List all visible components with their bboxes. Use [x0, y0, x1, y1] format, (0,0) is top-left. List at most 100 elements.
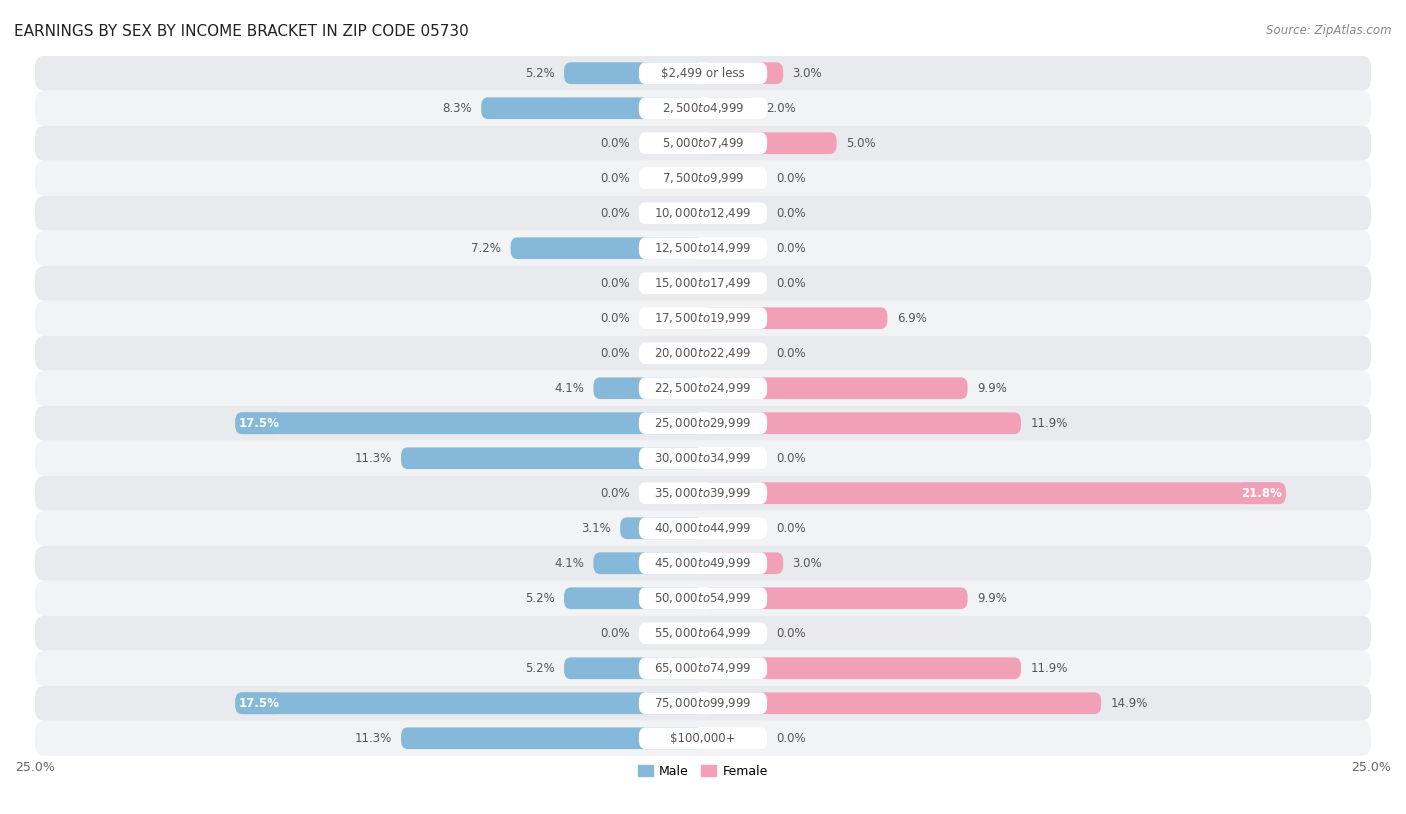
- Text: 21.8%: 21.8%: [1241, 487, 1282, 500]
- Legend: Male, Female: Male, Female: [638, 764, 768, 777]
- FancyBboxPatch shape: [638, 378, 768, 399]
- FancyBboxPatch shape: [235, 413, 703, 434]
- FancyBboxPatch shape: [35, 230, 1371, 265]
- FancyBboxPatch shape: [638, 203, 768, 224]
- FancyBboxPatch shape: [35, 510, 1371, 545]
- FancyBboxPatch shape: [638, 238, 768, 259]
- FancyBboxPatch shape: [638, 413, 768, 434]
- FancyBboxPatch shape: [35, 475, 1371, 510]
- FancyBboxPatch shape: [638, 98, 768, 119]
- FancyBboxPatch shape: [35, 55, 1371, 90]
- Text: $45,000 to $49,999: $45,000 to $49,999: [654, 556, 752, 571]
- FancyBboxPatch shape: [638, 518, 768, 539]
- Text: 8.3%: 8.3%: [443, 102, 472, 115]
- FancyBboxPatch shape: [35, 125, 1371, 160]
- FancyBboxPatch shape: [401, 728, 703, 749]
- Text: 11.3%: 11.3%: [354, 732, 392, 745]
- Text: 17.5%: 17.5%: [239, 697, 280, 710]
- FancyBboxPatch shape: [35, 370, 1371, 405]
- Text: 0.0%: 0.0%: [776, 732, 806, 745]
- Text: Source: ZipAtlas.com: Source: ZipAtlas.com: [1267, 24, 1392, 37]
- Text: 3.1%: 3.1%: [581, 522, 610, 535]
- FancyBboxPatch shape: [35, 440, 1371, 475]
- Text: 5.2%: 5.2%: [524, 662, 555, 675]
- Text: 0.0%: 0.0%: [776, 172, 806, 185]
- Text: $100,000+: $100,000+: [671, 732, 735, 745]
- Text: 9.9%: 9.9%: [977, 592, 1007, 605]
- Text: 0.0%: 0.0%: [600, 347, 630, 360]
- FancyBboxPatch shape: [564, 658, 703, 679]
- FancyBboxPatch shape: [638, 168, 768, 189]
- Text: 0.0%: 0.0%: [600, 627, 630, 640]
- Text: 11.9%: 11.9%: [1031, 417, 1067, 430]
- FancyBboxPatch shape: [593, 553, 703, 574]
- Text: 11.9%: 11.9%: [1031, 662, 1067, 675]
- FancyBboxPatch shape: [35, 545, 1371, 580]
- FancyBboxPatch shape: [235, 413, 284, 434]
- Text: $5,000 to $7,499: $5,000 to $7,499: [662, 136, 744, 151]
- FancyBboxPatch shape: [620, 518, 703, 539]
- FancyBboxPatch shape: [35, 195, 1371, 230]
- FancyBboxPatch shape: [35, 685, 1371, 720]
- FancyBboxPatch shape: [564, 588, 703, 609]
- FancyBboxPatch shape: [401, 448, 703, 469]
- FancyBboxPatch shape: [703, 63, 783, 84]
- FancyBboxPatch shape: [703, 693, 1101, 714]
- FancyBboxPatch shape: [638, 133, 768, 154]
- Text: $2,500 to $4,999: $2,500 to $4,999: [662, 101, 744, 116]
- FancyBboxPatch shape: [638, 343, 768, 364]
- FancyBboxPatch shape: [35, 720, 1371, 755]
- FancyBboxPatch shape: [35, 335, 1371, 370]
- Text: 7.2%: 7.2%: [471, 242, 502, 255]
- Text: 17.5%: 17.5%: [239, 417, 280, 430]
- FancyBboxPatch shape: [638, 63, 768, 84]
- FancyBboxPatch shape: [593, 378, 703, 399]
- Text: $40,000 to $44,999: $40,000 to $44,999: [654, 521, 752, 536]
- Text: $10,000 to $12,499: $10,000 to $12,499: [654, 206, 752, 221]
- Text: 2.0%: 2.0%: [766, 102, 796, 115]
- Text: 0.0%: 0.0%: [600, 487, 630, 500]
- FancyBboxPatch shape: [638, 623, 768, 644]
- FancyBboxPatch shape: [703, 308, 887, 329]
- FancyBboxPatch shape: [35, 90, 1371, 125]
- Text: $22,500 to $24,999: $22,500 to $24,999: [654, 381, 752, 396]
- FancyBboxPatch shape: [564, 63, 703, 84]
- Text: $2,499 or less: $2,499 or less: [661, 67, 745, 80]
- Text: $30,000 to $34,999: $30,000 to $34,999: [654, 451, 752, 466]
- Text: 0.0%: 0.0%: [776, 522, 806, 535]
- Text: 5.0%: 5.0%: [846, 137, 876, 150]
- Text: 0.0%: 0.0%: [600, 207, 630, 220]
- FancyBboxPatch shape: [35, 580, 1371, 615]
- FancyBboxPatch shape: [703, 483, 1285, 504]
- FancyBboxPatch shape: [35, 265, 1371, 300]
- FancyBboxPatch shape: [703, 588, 967, 609]
- Text: 4.1%: 4.1%: [554, 557, 583, 570]
- Text: $35,000 to $39,999: $35,000 to $39,999: [654, 486, 752, 501]
- FancyBboxPatch shape: [638, 693, 768, 714]
- Text: 0.0%: 0.0%: [600, 172, 630, 185]
- Text: 5.2%: 5.2%: [524, 67, 555, 80]
- Text: 11.3%: 11.3%: [354, 452, 392, 465]
- Text: 0.0%: 0.0%: [776, 627, 806, 640]
- Text: 0.0%: 0.0%: [776, 452, 806, 465]
- Text: $15,000 to $17,499: $15,000 to $17,499: [654, 276, 752, 291]
- FancyBboxPatch shape: [1237, 483, 1285, 504]
- Text: 0.0%: 0.0%: [776, 277, 806, 290]
- FancyBboxPatch shape: [703, 133, 837, 154]
- Text: 0.0%: 0.0%: [600, 312, 630, 325]
- FancyBboxPatch shape: [703, 413, 1021, 434]
- FancyBboxPatch shape: [35, 615, 1371, 650]
- FancyBboxPatch shape: [638, 658, 768, 679]
- Text: 3.0%: 3.0%: [793, 557, 823, 570]
- FancyBboxPatch shape: [703, 98, 756, 119]
- Text: $25,000 to $29,999: $25,000 to $29,999: [654, 416, 752, 431]
- FancyBboxPatch shape: [638, 273, 768, 294]
- FancyBboxPatch shape: [703, 553, 783, 574]
- FancyBboxPatch shape: [638, 728, 768, 749]
- FancyBboxPatch shape: [638, 553, 768, 574]
- Text: 0.0%: 0.0%: [600, 277, 630, 290]
- Text: $65,000 to $74,999: $65,000 to $74,999: [654, 661, 752, 676]
- FancyBboxPatch shape: [638, 483, 768, 504]
- FancyBboxPatch shape: [703, 378, 967, 399]
- FancyBboxPatch shape: [35, 405, 1371, 440]
